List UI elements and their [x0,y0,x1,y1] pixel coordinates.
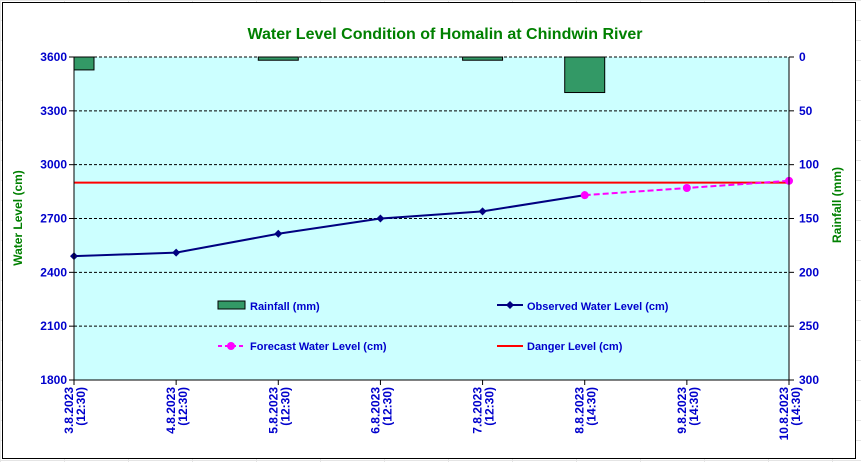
legend-danger-label: Danger Level (cm) [527,341,623,353]
legend-rainfall-swatch [217,300,246,310]
left-tick-label: 3000 [40,158,67,172]
x-tick-label-time: (12:30) [176,387,190,426]
right-tick-label: 100 [799,158,819,172]
x-tick-label-date: 3.8.2023 [62,387,76,434]
observed-point [376,214,385,223]
x-tick-label-time: (12:30) [380,387,394,426]
rainfall-bar [462,56,504,61]
left-tick-label: 2100 [40,319,67,333]
rainfall-bar [564,56,606,94]
rainfall-bar [257,56,299,61]
legend-observed-marker [506,301,514,309]
observed-line [73,194,585,258]
x-tick-label-time: (12:30) [483,387,497,426]
right-tick-label: 300 [799,373,819,387]
left-tick-label: 2400 [40,265,67,279]
x-tick-label-date: 7.8.2023 [471,387,485,434]
x-tick-label-date: 4.8.2023 [164,387,178,434]
x-tick-label-time: (14:30) [789,387,803,426]
chart-title: Water Level Condition of Homalin at Chin… [248,26,643,43]
x-tick-label-date: 8.8.2023 [573,387,587,434]
right-tick-label: 250 [799,319,819,333]
x-tick-label-date: 9.8.2023 [675,387,689,434]
x-tick-label-time: (14:30) [687,387,701,426]
rainfall-bar [73,56,95,71]
observed-point [274,229,283,238]
right-tick-label: 0 [799,50,806,64]
legend-rainfall-label: Rainfall (mm) [250,301,320,313]
observed-point [172,248,181,257]
x-tick-label-date: 5.8.2023 [266,387,280,434]
left-axis-title: Water Level (cm) [11,170,25,266]
right-axis-title: Rainfall (mm) [830,167,844,243]
legend-forecast-label: Forecast Water Level (cm) [250,341,387,353]
legend-forecast-marker [227,342,235,350]
right-tick-label: 200 [799,265,819,279]
right-tick-label: 150 [799,212,819,226]
observed-point [478,207,487,216]
left-tick-label: 1800 [40,373,67,387]
x-tick-label-time: (12:30) [74,387,88,426]
legend-observed-label: Observed Water Level (cm) [527,301,669,313]
x-tick-label-date: 6.8.2023 [368,387,382,434]
x-tick-label-date: 10.8.2023 [777,387,791,441]
x-tick-label-time: (14:30) [585,387,599,426]
right-tick-label: 50 [799,104,813,118]
x-tick-label-time: (12:30) [278,387,292,426]
left-tick-label: 2700 [40,212,67,226]
forecast-point [682,183,691,192]
left-tick-label: 3600 [40,50,67,64]
left-tick-label: 3300 [40,104,67,118]
forecast-point [580,191,589,200]
